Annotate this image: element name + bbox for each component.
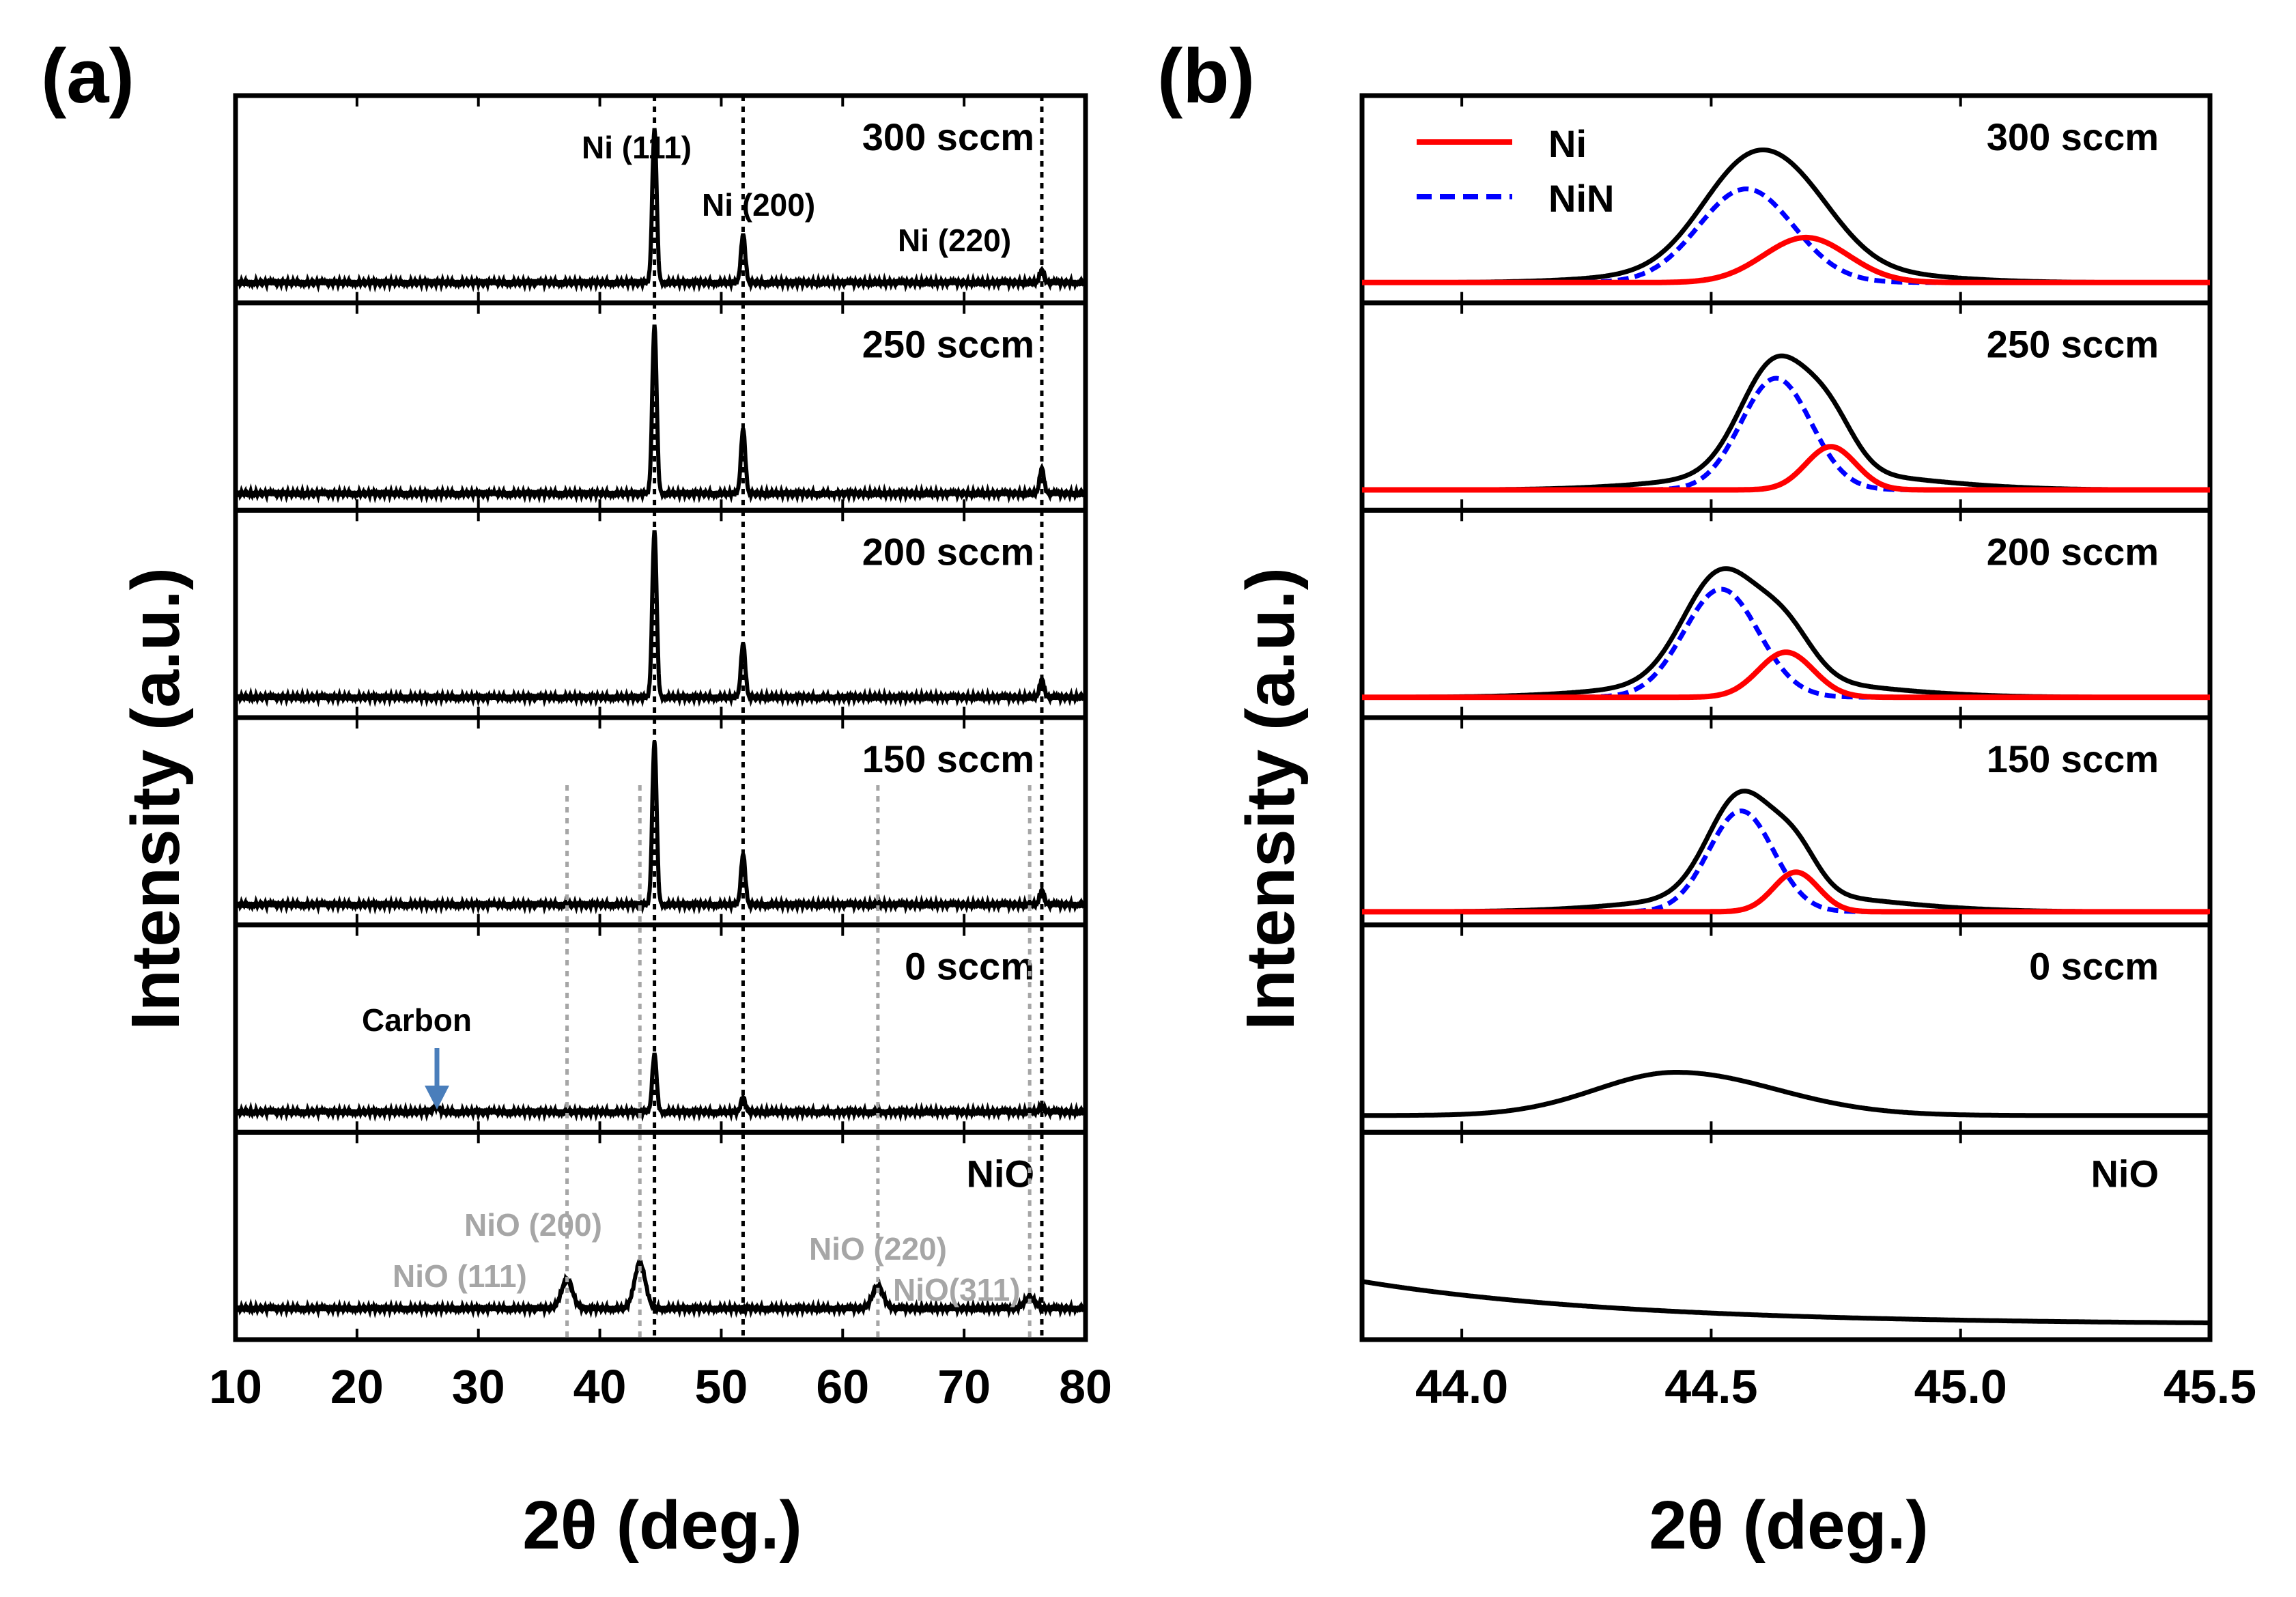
panel-b-legend: Ni NiN — [1417, 122, 1614, 220]
measured-curve — [1362, 1070, 2210, 1118]
xrd-pattern-curve — [233, 741, 1088, 915]
panel-a-annotations: Ni (111) Ni (200) Ni (220) Carbon NiO (2… — [362, 130, 1021, 1308]
x-tick-label: 10 — [209, 1360, 262, 1413]
ni-fit-curve — [1362, 444, 2210, 493]
xrd-pattern-curve — [233, 324, 1088, 504]
ni-111-label: Ni (111) — [582, 130, 692, 165]
x-tick-label: 20 — [330, 1360, 384, 1413]
panel-b-xlabel: 2θ (deg.) — [1649, 1487, 1929, 1564]
x-tick-label: 45.5 — [2164, 1360, 2256, 1413]
panel-b-ylabel: Intensity (a.u.) — [1232, 567, 1309, 1030]
nio-200-label: NiO (200) — [464, 1207, 602, 1243]
sample-label: 300 sccm — [862, 115, 1034, 158]
x-tick-label: 45.0 — [1914, 1360, 2007, 1413]
measured-curve — [1361, 1279, 2210, 1325]
measured-curve — [1362, 353, 2210, 492]
x-tick-label: 44.5 — [1664, 1360, 1757, 1413]
sample-label: 150 sccm — [1987, 737, 2159, 780]
sample-label: NiO — [966, 1152, 1034, 1195]
ni-fit-curve — [1362, 869, 2210, 915]
sample-label: 250 sccm — [1987, 323, 2159, 366]
measured-curve — [1362, 566, 2210, 700]
x-tick-label: 60 — [816, 1360, 869, 1413]
carbon-arrowhead — [425, 1086, 449, 1110]
xrd-pattern-curve — [233, 128, 1088, 293]
ni-200-label: Ni (200) — [702, 187, 815, 223]
x-tick-label: 50 — [694, 1360, 748, 1413]
carbon-label: Carbon — [362, 1002, 472, 1038]
ni-220-label: Ni (220) — [898, 223, 1011, 258]
nin-fit-curve — [1362, 808, 2210, 914]
sample-label: 0 sccm — [905, 945, 1034, 988]
ni-fit-curve — [1362, 649, 2210, 701]
panel-a-label: (a) — [41, 33, 134, 119]
sub-panel-frame — [233, 1129, 1088, 1342]
panel-b-plot: 300 sccm 250 sccm 200 sccm 150 sccm 0 sccm Ni… — [1359, 93, 2256, 1413]
panel-a-ylabel: Intensity (a.u.) — [117, 567, 194, 1030]
sample-label: 200 sccm — [1987, 530, 2159, 573]
x-tick-label: 70 — [937, 1360, 991, 1413]
nio-220-label: NiO (220) — [809, 1231, 947, 1267]
xrd-pattern-curve — [233, 1052, 1088, 1122]
nin-fit-curve — [1362, 586, 2210, 700]
xrd-pattern-curve — [233, 530, 1088, 708]
panel-a-xlabel: 2θ (deg.) — [522, 1487, 802, 1564]
legend-ni-label: Ni — [1548, 122, 1587, 165]
sample-label: 150 sccm — [862, 737, 1034, 780]
sub-panel-frame — [1359, 1129, 2213, 1342]
legend-nin-label: NiN — [1548, 177, 1614, 220]
x-tick-label: 80 — [1059, 1360, 1112, 1413]
x-tick-label: 44.0 — [1415, 1360, 1508, 1413]
x-tick-label: 30 — [452, 1360, 505, 1413]
sample-label: 200 sccm — [862, 530, 1034, 573]
nin-fit-curve — [1362, 186, 2210, 285]
panel-b-label: (b) — [1157, 33, 1255, 119]
nio-311-label: NiO(311) — [893, 1272, 1021, 1308]
sample-label: 0 sccm — [2029, 945, 2159, 988]
ni-fit-curve — [1362, 234, 2210, 285]
xrd-pattern-curve — [233, 1258, 1088, 1319]
nio-111-label: NiO (111) — [393, 1258, 527, 1294]
nin-fit-curve — [1362, 376, 2210, 492]
x-tick-label: 40 — [573, 1360, 627, 1413]
measured-curve — [1362, 789, 2210, 914]
sample-label: 300 sccm — [1987, 115, 2159, 158]
sample-label: NiO — [2091, 1152, 2159, 1195]
sample-label: 250 sccm — [862, 323, 1034, 366]
